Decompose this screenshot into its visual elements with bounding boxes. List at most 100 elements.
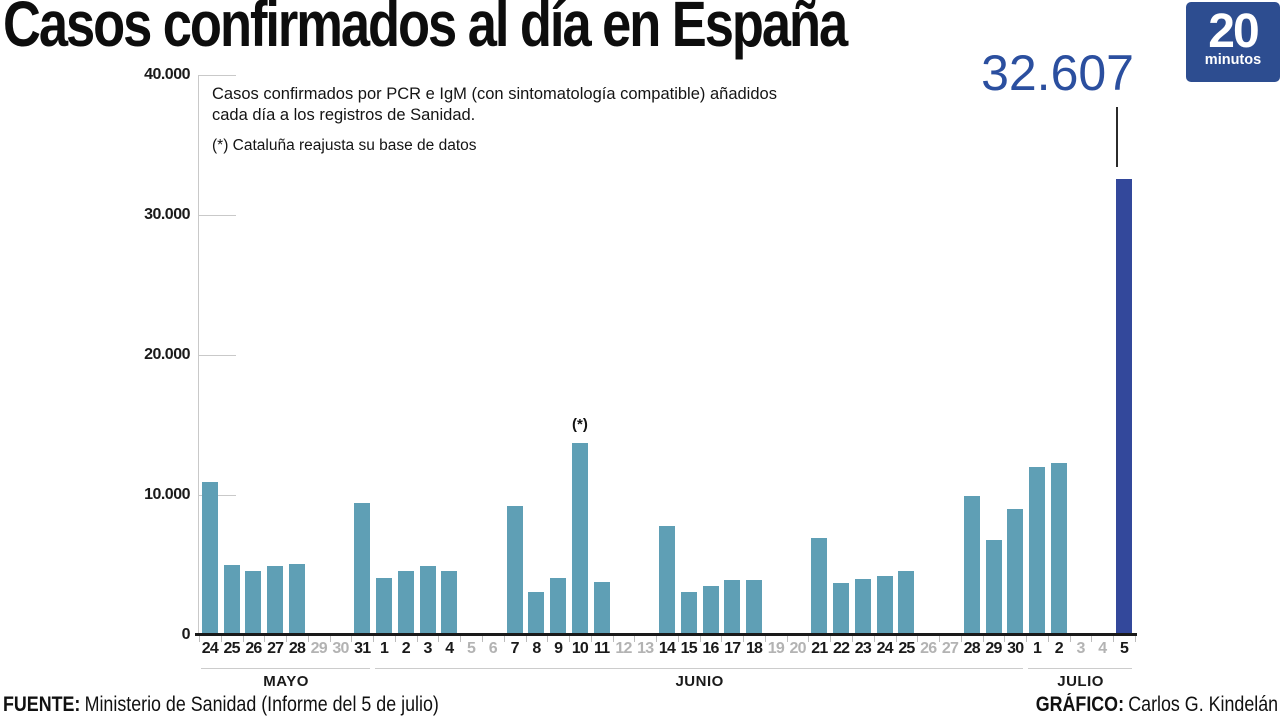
bar-mayo-24 <box>201 482 218 635</box>
y-tick-30000 <box>198 215 236 216</box>
x-slot-tick <box>1091 636 1093 642</box>
day-label-junio-28: 28 <box>963 640 981 657</box>
source-label: FUENTE: <box>3 693 81 716</box>
x-slot-tick <box>1135 636 1136 642</box>
source-credit: FUENTE: Ministerio de Sanidad (Informe de… <box>3 693 439 717</box>
x-slot-tick <box>286 636 288 642</box>
month-line-julio <box>1028 668 1132 669</box>
x-slot-tick <box>460 636 462 642</box>
month-label-junio: JUNIO <box>675 673 724 690</box>
bar-junio-18 <box>746 580 763 635</box>
day-label-junio-12: 12 <box>615 640 632 657</box>
source-text: Ministerio de Sanidad (Informe del 5 de … <box>84 693 439 716</box>
bar-junio-16 <box>702 586 719 635</box>
x-slot-tick <box>1069 636 1071 642</box>
footnote-catalunya: (*) Cataluña reajusta su base de datos <box>212 137 477 154</box>
day-label-junio-18: 18 <box>745 640 763 657</box>
bar-junio-4 <box>441 570 458 635</box>
day-label-junio-23: 23 <box>854 640 872 657</box>
x-slot-tick <box>590 636 592 642</box>
x-slot-tick <box>960 636 962 642</box>
bar-julio-1 <box>1029 467 1046 635</box>
x-slot-tick <box>939 636 941 642</box>
graphic-label: GRÁFICO: <box>1035 693 1124 716</box>
x-slot-tick <box>873 636 875 642</box>
bar-annotation-asterisk: (*) <box>572 416 588 434</box>
day-label-junio-10: 10 <box>571 640 589 657</box>
day-label-junio-20: 20 <box>789 640 807 657</box>
x-slot-tick <box>721 636 723 642</box>
x-slot-tick <box>438 636 440 642</box>
day-label-junio-21: 21 <box>811 640 828 657</box>
x-slot-tick <box>329 636 331 642</box>
bar-mayo-25 <box>223 565 240 635</box>
month-label-julio: JULIO <box>1057 673 1104 690</box>
bar-junio-22 <box>833 583 850 635</box>
y-tick-label-20000: 20.000 <box>144 346 190 363</box>
day-label-junio-4: 4 <box>445 640 454 657</box>
y-tick-label-40000: 40.000 <box>144 66 190 83</box>
month-label-mayo: MAYO <box>263 673 309 690</box>
day-label-mayo-24: 24 <box>201 640 219 657</box>
graphic-text: Carlos G. Kindelán <box>1128 693 1278 716</box>
day-label-junio-15: 15 <box>680 640 698 657</box>
bar-junio-8 <box>528 591 545 635</box>
x-slot-tick <box>982 636 984 642</box>
x-slot-tick <box>547 636 549 642</box>
x-slot-tick <box>743 636 745 642</box>
day-label-mayo-31: 31 <box>354 640 371 657</box>
brand-logo-number: 20 <box>1208 5 1259 58</box>
x-slot-tick <box>786 636 788 642</box>
day-label-mayo-29: 29 <box>310 640 328 657</box>
day-label-junio-22: 22 <box>833 640 850 657</box>
month-line-junio <box>375 668 1024 669</box>
x-slot-tick <box>503 636 505 642</box>
x-slot-tick <box>852 636 854 642</box>
bar-junio-2 <box>397 570 414 635</box>
bar-junio-14 <box>659 525 675 635</box>
graphic-credit: GRÁFICO: Carlos G. Kindelán <box>1036 693 1278 717</box>
bar-junio-24 <box>876 576 893 635</box>
bar-junio-17 <box>724 580 741 635</box>
day-label-junio-3: 3 <box>423 640 433 657</box>
y-tick-20000 <box>198 355 236 356</box>
x-slot-tick <box>569 636 571 642</box>
y-tick-label-10000: 10.000 <box>144 486 190 503</box>
peak-value-label: 32.607 <box>981 45 1134 101</box>
day-label-junio-13: 13 <box>637 640 654 657</box>
bar-julio-2 <box>1050 462 1067 635</box>
day-label-junio-26: 26 <box>920 640 937 657</box>
brand-logo-word: minutos <box>1204 52 1262 68</box>
x-slot-tick <box>634 636 636 642</box>
bar-junio-7 <box>506 506 523 635</box>
day-label-junio-24: 24 <box>876 640 894 657</box>
day-label-mayo-27: 27 <box>267 640 284 657</box>
x-slot-tick <box>1026 636 1028 642</box>
x-axis-line <box>195 633 1137 636</box>
x-slot-tick <box>1004 636 1006 642</box>
bar-junio-15 <box>680 591 697 635</box>
chart-subtitle-line-1: Casos confirmados por PCR e IgM (con sin… <box>212 85 777 103</box>
day-label-junio-1: 1 <box>379 640 389 657</box>
bar-junio-25 <box>898 570 915 635</box>
day-label-mayo-30: 30 <box>332 640 349 657</box>
chart-subtitle: Casos confirmados por PCR e IgM (con sin… <box>212 84 777 126</box>
x-slot-tick <box>612 636 614 642</box>
bar-junio-10 <box>571 443 588 635</box>
x-slot-tick <box>1113 636 1115 642</box>
bar-junio-23 <box>854 579 871 635</box>
x-slot-tick <box>199 636 200 642</box>
day-label-mayo-25: 25 <box>223 640 241 657</box>
day-label-junio-8: 8 <box>532 640 541 657</box>
callout-line <box>1116 107 1118 167</box>
day-label-julio-5: 5 <box>1120 640 1129 657</box>
day-label-junio-14: 14 <box>658 640 676 657</box>
bar-junio-11 <box>593 581 610 635</box>
brand-logo: 20 minutos <box>1186 2 1280 82</box>
day-label-julio-3: 3 <box>1076 640 1086 657</box>
day-label-junio-7: 7 <box>510 640 520 657</box>
bar-mayo-31 <box>354 503 371 635</box>
day-label-junio-11: 11 <box>594 640 610 657</box>
day-label-junio-29: 29 <box>985 640 1002 657</box>
